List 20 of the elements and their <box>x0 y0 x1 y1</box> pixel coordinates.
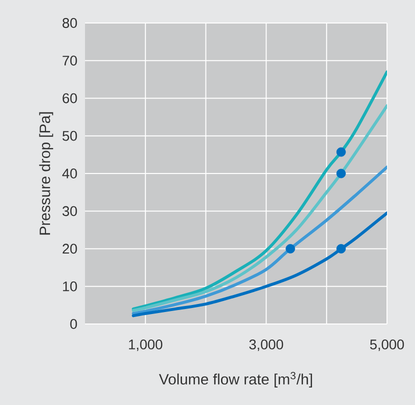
y-tick-label: 80 <box>62 18 77 28</box>
y-tick-label: 30 <box>62 206 77 216</box>
y-tick-label: 40 <box>62 168 77 178</box>
y-tick-label: 50 <box>62 130 77 141</box>
x-axis-title: Volume flow rate [m$^{3}$/h] <box>158 372 312 388</box>
y-tick-label: 20 <box>62 244 77 254</box>
point <box>336 244 346 254</box>
y-tick-label: 0 <box>70 319 77 329</box>
y-tick-label: 70 <box>62 56 77 66</box>
y-tick-label: 60 <box>62 93 77 104</box>
x-tick-label: 5,000 <box>370 340 404 352</box>
point <box>336 147 346 157</box>
line-series <box>132 166 388 315</box>
x-tick-label: 3,000 <box>249 340 284 352</box>
y-axis-title: Pressure drop [Pa] <box>39 112 54 235</box>
point <box>286 244 296 254</box>
point <box>336 168 346 178</box>
x-tick-label: 1,000 <box>129 340 162 352</box>
y-tick-label: 10 <box>63 281 77 292</box>
line-series <box>132 212 388 318</box>
